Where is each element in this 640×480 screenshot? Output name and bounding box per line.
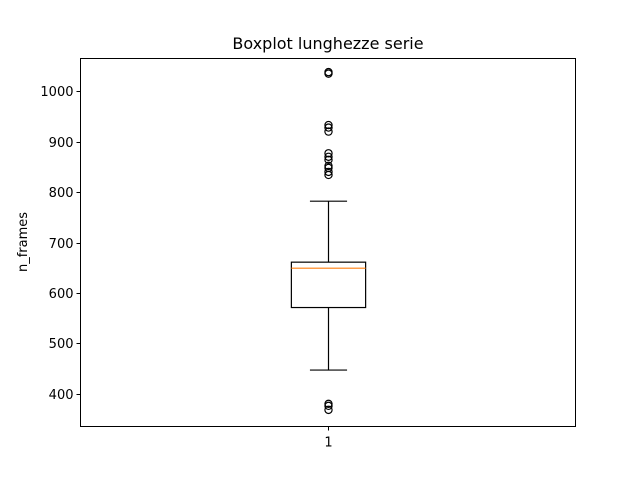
y-tick-label: 700 (49, 237, 74, 252)
outlier-point (324, 123, 333, 132)
outlier-point (324, 405, 333, 415)
outlier-point (324, 152, 333, 162)
y-tick-label: 500 (49, 337, 74, 352)
x-tick-label: 1 (324, 436, 332, 451)
outlier-point (324, 127, 333, 136)
outlier-point (324, 167, 333, 177)
y-tick-label: 1000 (40, 85, 73, 100)
plot-frame (80, 58, 576, 427)
y-tick-label: 800 (49, 186, 74, 201)
outlier-point (324, 67, 333, 77)
plot-marks (290, 67, 367, 415)
outlier-point (324, 149, 333, 158)
chart-title: Boxplot lunghezze serie (232, 34, 423, 53)
outlier-point (324, 120, 333, 130)
axis-ticks: 400 500 600 700 800 900 1000 1 (40, 85, 332, 451)
y-tick-label: 600 (49, 287, 74, 302)
y-tick-label: 400 (49, 388, 74, 403)
y-tick-label: 900 (49, 136, 74, 151)
y-axis-label: n_frames (16, 212, 31, 272)
outlier-point (324, 399, 333, 409)
iqr-box (290, 261, 367, 309)
outlier-point (324, 161, 333, 171)
outlier-point (324, 155, 333, 165)
